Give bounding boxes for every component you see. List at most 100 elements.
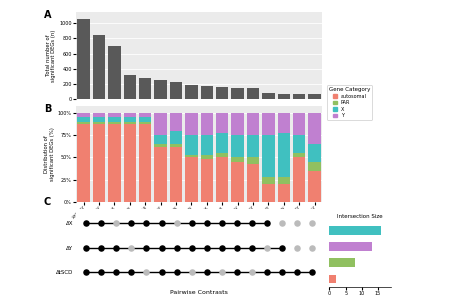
Bar	[93, 113, 105, 118]
Bar	[262, 177, 274, 184]
Bar	[309, 171, 321, 202]
Y-axis label: Total number of
significant DEGs (n): Total number of significant DEGs (n)	[46, 29, 56, 82]
Bar	[77, 118, 90, 122]
Point	[248, 221, 255, 226]
Bar	[231, 135, 244, 157]
Point	[233, 246, 240, 250]
Bar	[216, 157, 228, 202]
Bar	[185, 135, 198, 155]
Bar	[278, 184, 290, 202]
Point	[158, 270, 165, 275]
Bar	[293, 153, 305, 157]
Point	[128, 221, 135, 226]
Bar	[139, 78, 151, 99]
Point	[293, 221, 301, 226]
Point	[203, 246, 210, 250]
Bar	[262, 135, 274, 177]
Bar	[231, 113, 244, 135]
Bar	[108, 113, 120, 118]
Bar	[262, 93, 274, 99]
Bar	[124, 118, 136, 122]
Point	[128, 246, 135, 250]
Bar	[201, 155, 213, 159]
Point	[173, 270, 180, 275]
Point	[188, 270, 195, 275]
Point	[188, 221, 195, 226]
Text: A: A	[44, 10, 51, 20]
Bar	[201, 86, 213, 99]
Bar	[293, 113, 305, 135]
Point	[173, 221, 180, 226]
Bar	[247, 113, 259, 135]
Bar	[139, 122, 151, 124]
Bar	[262, 184, 274, 202]
Point	[233, 221, 240, 226]
Bar	[155, 135, 167, 144]
Point	[128, 270, 135, 275]
Bar	[170, 113, 182, 131]
Point	[82, 270, 90, 275]
Title: Intersection Size: Intersection Size	[337, 214, 383, 219]
Bar	[293, 157, 305, 202]
Point	[98, 221, 105, 226]
Point	[308, 246, 316, 250]
Point	[218, 270, 226, 275]
Point	[218, 246, 226, 250]
Bar	[155, 113, 167, 135]
Point	[293, 270, 301, 275]
Bar	[329, 242, 372, 251]
Point	[263, 221, 271, 226]
Bar	[216, 133, 228, 153]
Bar	[77, 20, 90, 99]
Point	[143, 270, 150, 275]
Bar	[293, 135, 305, 153]
Bar	[278, 177, 290, 184]
Bar	[247, 135, 259, 157]
Legend: autosomal, PAR, X, Y: autosomal, PAR, X, Y	[327, 85, 373, 120]
Bar	[309, 113, 321, 144]
Bar	[329, 258, 356, 267]
Bar	[216, 153, 228, 157]
Bar	[155, 80, 167, 99]
Point	[82, 246, 90, 250]
Point	[278, 221, 285, 226]
Bar	[278, 94, 290, 99]
Bar	[170, 144, 182, 147]
Point	[293, 246, 301, 250]
Y-axis label: Distribution of
significant DEGs (%): Distribution of significant DEGs (%)	[44, 127, 55, 181]
X-axis label: Pairwise Contrasts: Pairwise Contrasts	[170, 290, 228, 295]
Point	[98, 246, 105, 250]
Bar	[124, 75, 136, 99]
Bar	[108, 46, 120, 99]
Bar	[293, 94, 305, 99]
Bar	[93, 122, 105, 124]
Bar	[93, 35, 105, 99]
Bar	[139, 124, 151, 202]
Point	[98, 270, 105, 275]
Bar	[93, 118, 105, 122]
Bar	[185, 155, 198, 157]
Bar	[170, 82, 182, 99]
Bar	[231, 162, 244, 202]
Bar	[139, 113, 151, 118]
Bar	[309, 162, 321, 171]
Bar	[77, 122, 90, 124]
Bar	[309, 144, 321, 162]
Bar	[201, 113, 213, 135]
Bar	[247, 88, 259, 99]
Point	[263, 270, 271, 275]
Point	[173, 246, 180, 250]
Text: B: B	[44, 104, 51, 114]
Bar	[231, 88, 244, 99]
Point	[113, 221, 120, 226]
Point	[233, 270, 240, 275]
Bar	[247, 157, 259, 165]
Point	[203, 270, 210, 275]
Bar	[278, 113, 290, 133]
Bar	[108, 118, 120, 122]
Bar	[231, 157, 244, 162]
Point	[203, 221, 210, 226]
Point	[82, 221, 90, 226]
Point	[158, 221, 165, 226]
Bar	[201, 159, 213, 202]
